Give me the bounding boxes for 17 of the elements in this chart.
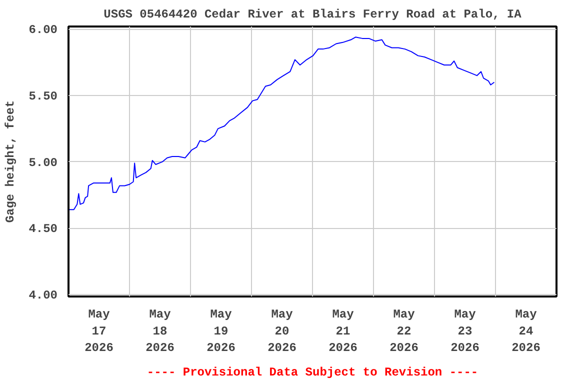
x-tick-label: May 21 2026 [328,308,358,356]
x-tick-label: May 20 2026 [268,308,296,356]
x-tick-label: May 17 2026 [84,308,114,356]
y-tick-label: 4.50 [28,222,58,236]
line-series [69,36,495,210]
text: ---- Provisional Data Subject to Revision ---- [146,366,478,380]
chart-title: USGS 05464420 Cedar River at Blairs Ferry Road at Palo, IA [104,8,522,22]
y-tick-label: 4.00 [28,288,58,303]
x-tick-label: May 23 2026 [450,308,480,356]
y-tick-label: 5.00 [28,156,58,170]
y-tick-label: 5.50 [28,89,58,104]
x-tick-label: May 22 2026 [390,308,418,356]
x-tick-label: May 24 2026 [512,308,540,356]
x-tick-label: May 18 2026 [146,308,174,356]
y-axis-title: Gage height, feet [4,100,18,223]
x-tick-label: May 19 2026 [206,308,236,356]
y-tick-label: 6.00 [28,23,58,38]
